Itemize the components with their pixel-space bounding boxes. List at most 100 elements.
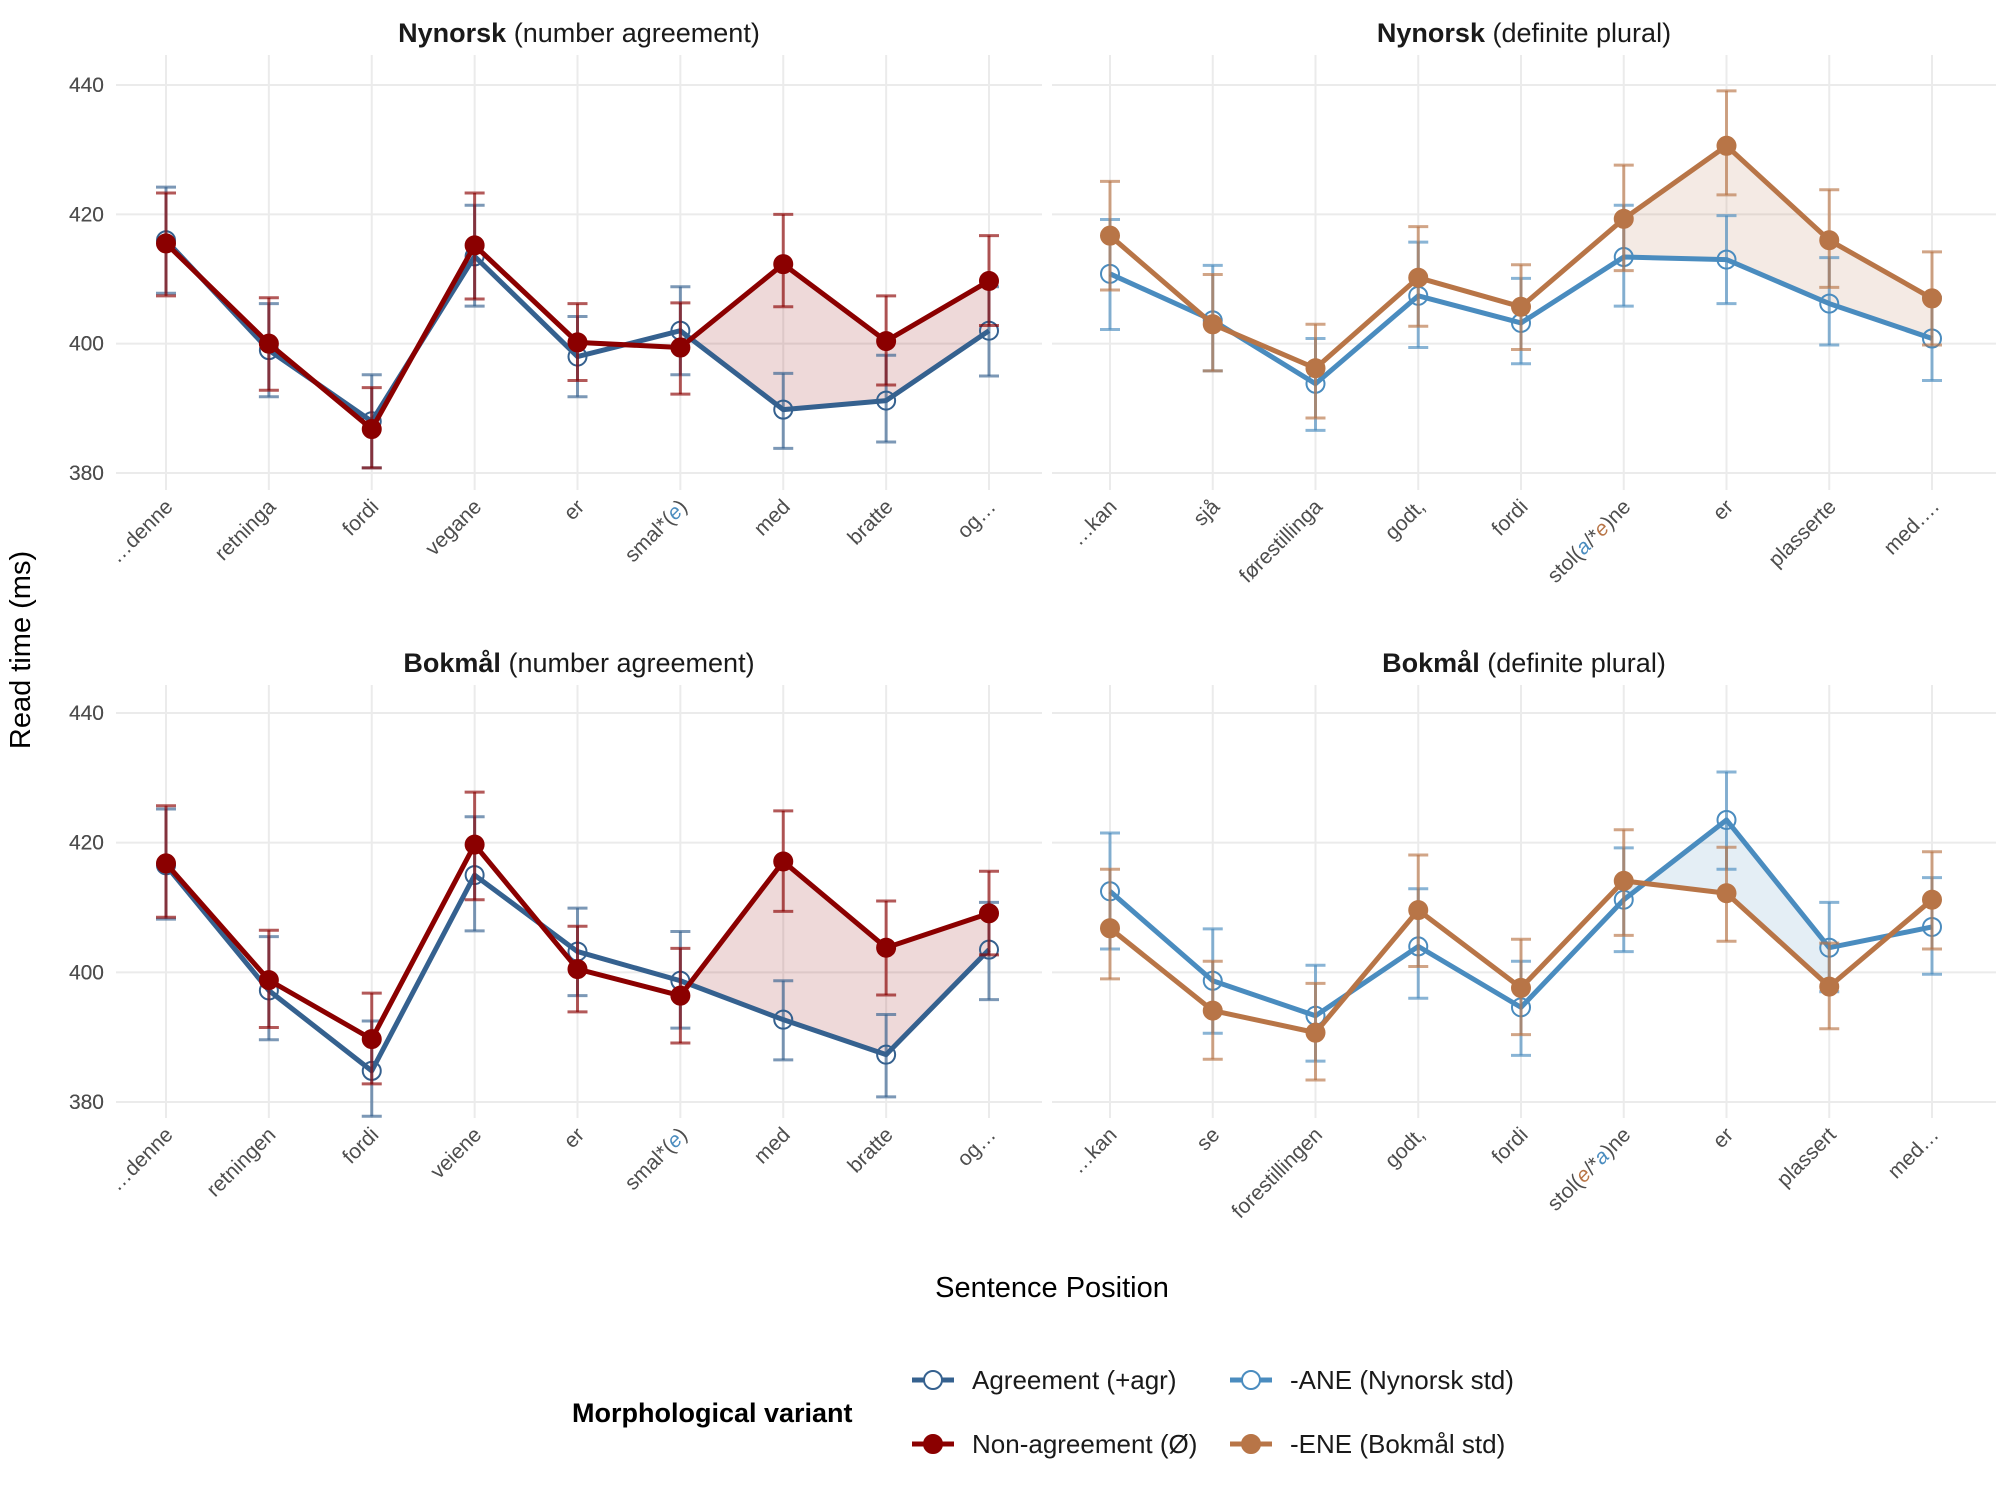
x-tick-label: smal*(e) bbox=[620, 1123, 692, 1195]
y-tick-label: 440 bbox=[69, 74, 104, 97]
difference-ribbon bbox=[680, 861, 989, 1055]
y-tick-label: 380 bbox=[69, 462, 104, 485]
gridlines bbox=[116, 55, 1042, 490]
x-tick-label-part: med bbox=[750, 495, 795, 540]
x-tick-label: …denne bbox=[105, 1123, 177, 1195]
legend-label: -ANE (Nynorsk std) bbox=[1290, 1365, 1514, 1395]
data-point bbox=[1202, 314, 1223, 335]
x-tick-label: …kan bbox=[1066, 495, 1121, 550]
y-tick-label: 420 bbox=[69, 203, 104, 226]
data-point bbox=[1305, 358, 1326, 379]
x-tick-label-part: fordi bbox=[338, 495, 383, 540]
x-tick-label: godt, bbox=[1380, 495, 1429, 544]
x-tick-label: sjå bbox=[1189, 495, 1224, 530]
x-tick-label: plassert bbox=[1773, 1123, 1841, 1191]
x-tick-label-part: fordi bbox=[338, 1123, 383, 1168]
x-tick-label: vegane bbox=[421, 495, 486, 560]
panel-title: Bokmål (definite plural) bbox=[1382, 648, 1666, 678]
legend-entry-ene: -ENE (Bokmål std) bbox=[1230, 1429, 1505, 1459]
x-tick-label-part: med… bbox=[1884, 1123, 1944, 1183]
data-point bbox=[773, 399, 794, 420]
x-tick-label: fordi bbox=[1487, 1123, 1532, 1168]
y-tick-label: 420 bbox=[69, 832, 104, 855]
x-tick-label: …denne bbox=[105, 495, 177, 567]
x-tick-label-part: vegane bbox=[421, 495, 486, 560]
legend-entries: Agreement (+agr) -ANE (Nynorsk std) Non-ag… bbox=[912, 1365, 1514, 1459]
x-tick-label-part: fordi bbox=[1487, 1123, 1532, 1168]
x-tick-label-part: retninga bbox=[210, 495, 280, 565]
y-axis-title: Read time (ms) bbox=[5, 551, 37, 749]
y-tick-label: 420 bbox=[69, 832, 104, 855]
panel-title-rest: (number agreement) bbox=[506, 18, 760, 48]
panel-1: Nynorsk (number agreement) 380 400 420 440 …d… bbox=[69, 18, 1042, 568]
x-tick-label-part: er bbox=[560, 495, 589, 524]
x-tick-label: er bbox=[1709, 1123, 1738, 1152]
y-tick-label: 420 bbox=[69, 203, 104, 226]
data-point bbox=[1511, 977, 1531, 998]
y-tick-label: 440 bbox=[69, 702, 104, 725]
panel-2: Nynorsk (definite plural) 380 400 420 440 …ka… bbox=[69, 18, 1996, 588]
legend-label: Non-agreement (Ø) bbox=[972, 1429, 1197, 1459]
legend-entry-ane: -ANE (Nynorsk std) bbox=[1230, 1365, 1514, 1395]
data-point bbox=[670, 985, 691, 1006]
x-tick-label-part: retningen bbox=[202, 1123, 280, 1201]
data-point bbox=[567, 959, 588, 980]
y-tick-label: 380 bbox=[69, 1091, 104, 1114]
x-tick-label-part: bratte bbox=[843, 1123, 897, 1177]
y-tick-label: 440 bbox=[69, 702, 104, 725]
y-tick-label: 400 bbox=[69, 961, 104, 984]
x-tick-label: førestillinga bbox=[1235, 495, 1327, 587]
panel-3: Bokmål (number agreement) 380 400 420 440 …de… bbox=[69, 648, 1042, 1201]
data-point bbox=[1613, 870, 1634, 891]
x-tick-label-part: forestillingen bbox=[1227, 1123, 1327, 1223]
x-tick-label: …kan bbox=[1066, 1123, 1121, 1178]
x-tick-label: er bbox=[1709, 495, 1738, 524]
panel-title-bold: Bokmål bbox=[1382, 648, 1480, 678]
x-tick-label: er bbox=[560, 1123, 589, 1152]
difference-ribbon bbox=[1623, 145, 1932, 339]
x-tick-label-part: godt, bbox=[1380, 1123, 1429, 1172]
difference-ribbon bbox=[680, 264, 989, 410]
x-tick-label-part: …kan bbox=[1066, 495, 1121, 550]
legend: Morphological variant Agreement (+agr) -A… bbox=[572, 1365, 1514, 1459]
data-point bbox=[1922, 889, 1942, 910]
y-tick-label: 400 bbox=[69, 333, 104, 356]
x-tick-label: med bbox=[750, 1123, 795, 1168]
x-tick-label: forestillingen bbox=[1227, 1123, 1327, 1223]
x-tick-label: bratte bbox=[843, 495, 897, 549]
data-point bbox=[361, 1029, 382, 1050]
x-tick-label-part: sjå bbox=[1189, 495, 1224, 530]
y-tick-label: 400 bbox=[69, 333, 104, 356]
data-point bbox=[979, 903, 999, 924]
legend-key-marker bbox=[923, 1370, 943, 1390]
panels: Nynorsk (number agreement) 380 400 420 440 …d… bbox=[69, 18, 1996, 1223]
x-tick-label-part: …kan bbox=[1066, 1123, 1121, 1178]
x-tick-label: retningen bbox=[202, 1123, 280, 1201]
data-point bbox=[1716, 135, 1737, 156]
legend-entry-nonagr: Non-agreement (Ø) bbox=[912, 1429, 1197, 1459]
x-tick-label: stol(e/*a)ne bbox=[1543, 1123, 1635, 1215]
data-point bbox=[156, 853, 176, 874]
panel-title-bold: Nynorsk bbox=[398, 18, 507, 48]
x-tick-label: med…. bbox=[1879, 495, 1943, 559]
y-tick-label: 400 bbox=[69, 961, 104, 984]
x-tick-label-part: er bbox=[1709, 1123, 1738, 1152]
legend-label: Agreement (+agr) bbox=[972, 1365, 1176, 1395]
data-point bbox=[876, 937, 897, 958]
y-tick-label: 440 bbox=[69, 74, 104, 97]
x-tick-label: og… bbox=[953, 495, 1001, 543]
x-tick-label-part: førestillinga bbox=[1235, 495, 1327, 587]
data-point bbox=[1202, 1000, 1223, 1021]
x-axis-title: Sentence Position bbox=[935, 1272, 1169, 1304]
data-point bbox=[567, 332, 588, 353]
data-point bbox=[1819, 230, 1840, 251]
x-tick-label: veiene bbox=[426, 1123, 486, 1183]
data-point bbox=[1100, 225, 1120, 246]
x-tick-label-part: bratte bbox=[843, 495, 897, 549]
x-tick-label-part: …denne bbox=[105, 1123, 177, 1195]
legend-title: Morphological variant bbox=[572, 1398, 853, 1428]
data-point bbox=[1819, 293, 1840, 314]
panel-title-rest: (number agreement) bbox=[501, 648, 755, 678]
series-nonagr bbox=[156, 790, 999, 1086]
